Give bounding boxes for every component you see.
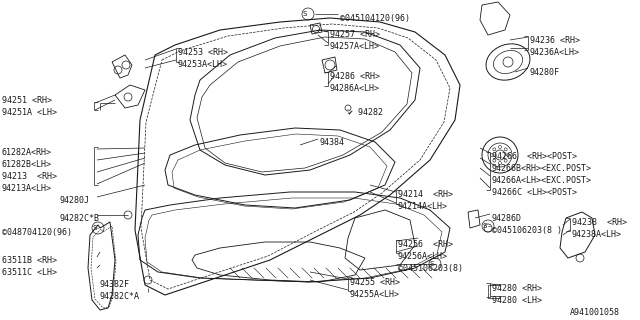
Text: 94253A<LH>: 94253A<LH> <box>178 60 228 69</box>
Text: ✔ 94282: ✔ 94282 <box>348 108 383 117</box>
Text: 94280F: 94280F <box>530 68 560 77</box>
Text: 94253 <RH>: 94253 <RH> <box>178 48 228 57</box>
Text: 94280 <RH>: 94280 <RH> <box>492 284 542 293</box>
Text: 94214  <RH>: 94214 <RH> <box>398 190 453 199</box>
Text: 94266B<RH><EXC.POST>: 94266B<RH><EXC.POST> <box>492 164 592 173</box>
Text: 94266A<LH><EXC.POST>: 94266A<LH><EXC.POST> <box>492 176 592 185</box>
Text: 94255 <RH>: 94255 <RH> <box>350 278 400 287</box>
Text: A941001058: A941001058 <box>570 308 620 317</box>
Text: 94286A<LH>: 94286A<LH> <box>330 84 380 93</box>
Text: S: S <box>93 225 97 231</box>
Text: 94251A <LH>: 94251A <LH> <box>2 108 57 117</box>
Text: 94382F: 94382F <box>100 280 130 289</box>
Text: ©045104120(96): ©045104120(96) <box>340 14 410 23</box>
Text: 94282C*B: 94282C*B <box>60 214 100 223</box>
Text: 94213A<LH>: 94213A<LH> <box>2 184 52 193</box>
Text: 94280J: 94280J <box>60 196 90 205</box>
Text: 61282A<RH>: 61282A<RH> <box>2 148 52 157</box>
Text: 94266  <RH><POST>: 94266 <RH><POST> <box>492 152 577 161</box>
Text: 94384: 94384 <box>320 138 345 147</box>
Text: 63511C <LH>: 63511C <LH> <box>2 268 57 277</box>
Text: 94256  <RH>: 94256 <RH> <box>398 240 453 249</box>
Text: 94214A<LH>: 94214A<LH> <box>398 202 448 211</box>
Text: 94282C*A: 94282C*A <box>100 292 140 301</box>
Text: 94238A<LH>: 94238A<LH> <box>572 230 622 239</box>
Text: 94266C <LH><POST>: 94266C <LH><POST> <box>492 188 577 197</box>
Text: 94236 <RH>: 94236 <RH> <box>530 36 580 45</box>
Text: ©045106203(8 ): ©045106203(8 ) <box>492 226 562 235</box>
Text: ©048704120(96): ©048704120(96) <box>2 228 72 237</box>
Text: 94257A<LH>: 94257A<LH> <box>330 42 380 51</box>
Text: 94251 <RH>: 94251 <RH> <box>2 96 52 105</box>
Text: S: S <box>303 11 307 17</box>
Text: 61282B<LH>: 61282B<LH> <box>2 160 52 169</box>
Text: 94256A<LH>: 94256A<LH> <box>398 252 448 261</box>
Text: ©045106203(8): ©045106203(8) <box>398 264 463 273</box>
Text: 94286 <RH>: 94286 <RH> <box>330 72 380 81</box>
Text: 94213  <RH>: 94213 <RH> <box>2 172 57 181</box>
Text: S: S <box>483 223 487 229</box>
Text: 63511B <RH>: 63511B <RH> <box>2 256 57 265</box>
Text: 94257 <RH>: 94257 <RH> <box>330 30 380 39</box>
Text: 94280 <LH>: 94280 <LH> <box>492 296 542 305</box>
Text: 94286D: 94286D <box>492 214 522 223</box>
Text: 94236A<LH>: 94236A<LH> <box>530 48 580 57</box>
Text: 94238  <RH>: 94238 <RH> <box>572 218 627 227</box>
Text: 94255A<LH>: 94255A<LH> <box>350 290 400 299</box>
Text: S: S <box>430 261 434 267</box>
